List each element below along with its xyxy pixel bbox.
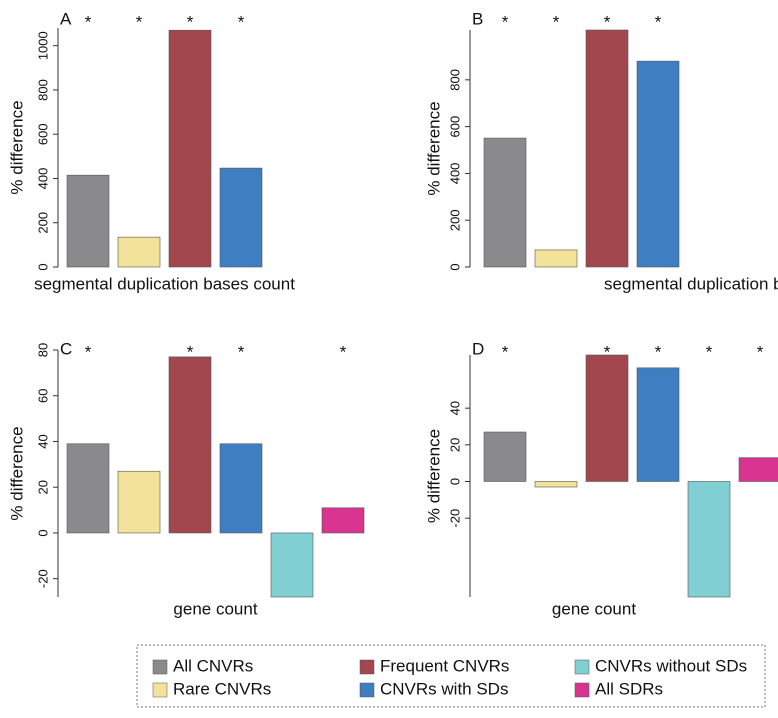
significance-marker: * [604, 12, 611, 31]
legend-swatch [359, 659, 375, 675]
bar [483, 137, 527, 268]
significance-marker: * [238, 12, 245, 31]
y-tick-label: 600 [35, 123, 50, 145]
bar [534, 481, 578, 488]
significance-marker: * [136, 12, 143, 31]
y-tick-label: 200 [447, 209, 462, 231]
significance-marker: * [85, 342, 92, 361]
y-axis-label: % difference [7, 426, 26, 520]
y-tick-label: 600 [447, 116, 462, 138]
bar [534, 249, 578, 268]
bar [117, 470, 161, 534]
panel-label: A [60, 9, 72, 28]
y-tick-label: 400 [447, 163, 462, 185]
legend-swatch [574, 659, 590, 675]
y-tick-label: 60 [35, 389, 50, 403]
panel-label: B [472, 9, 483, 28]
y-tick-label: 40 [447, 401, 462, 415]
bar [117, 236, 161, 268]
legend-box [136, 644, 766, 708]
significance-marker: * [655, 12, 662, 31]
y-tick-label: 20 [35, 480, 50, 494]
y-tick-label: 0 [35, 263, 50, 270]
y-tick-label: 80 [35, 343, 50, 357]
bar [66, 443, 110, 534]
significance-marker: * [655, 342, 662, 361]
panel-label: C [60, 339, 72, 358]
x-axis-label: segmental duplication bases count [604, 274, 778, 293]
y-axis-label: % difference [424, 101, 443, 195]
y-tick-label: 0 [447, 478, 462, 485]
legend-label: CNVRs without SDs [595, 656, 747, 675]
panel-label: D [472, 339, 484, 358]
significance-marker: * [757, 342, 764, 361]
significance-marker: * [85, 12, 92, 31]
bar [168, 356, 212, 534]
significance-marker: * [553, 12, 560, 31]
y-tick-label: 0 [447, 263, 462, 270]
x-axis-label: gene count [173, 599, 257, 618]
y-tick-label: 40 [35, 434, 50, 448]
legend-label: Frequent CNVRs [380, 656, 509, 675]
significance-marker: * [187, 12, 194, 31]
bar [687, 481, 731, 598]
y-axis-label: % difference [7, 100, 26, 194]
bar [636, 60, 680, 268]
bar [585, 354, 629, 482]
bar [219, 443, 263, 534]
significance-marker: * [238, 342, 245, 361]
legend-swatch [574, 682, 590, 698]
significance-marker: * [502, 12, 509, 31]
legend-label: Rare CNVRs [173, 679, 271, 698]
y-tick-label: -20 [447, 509, 462, 528]
bar [738, 457, 778, 482]
x-axis-label: segmental duplication bases count [34, 274, 295, 293]
legend-label: All SDRs [595, 679, 663, 698]
legend-swatch [152, 659, 168, 675]
bar [66, 174, 110, 268]
bar [321, 507, 365, 534]
y-tick-label: 20 [447, 438, 462, 452]
y-axis-label: % difference [424, 429, 443, 523]
y-tick-label: 400 [35, 168, 50, 190]
bar [585, 29, 629, 268]
significance-marker: * [187, 342, 194, 361]
significance-marker: * [604, 342, 611, 361]
y-tick-label: 800 [35, 79, 50, 101]
y-tick-label: 800 [447, 69, 462, 91]
legend-label: All CNVRs [173, 656, 253, 675]
y-tick-label: -20 [35, 569, 50, 588]
legend-swatch [359, 682, 375, 698]
bar [636, 367, 680, 482]
significance-marker: * [340, 342, 347, 361]
bar [270, 532, 314, 598]
legend-swatch [152, 682, 168, 698]
y-tick-label: 1000 [35, 31, 50, 60]
y-tick-label: 200 [35, 212, 50, 234]
bar [168, 29, 212, 268]
bar [219, 167, 263, 268]
significance-marker: * [502, 342, 509, 361]
bar [483, 431, 527, 482]
x-axis-label: gene count [552, 599, 636, 618]
significance-marker: * [706, 342, 713, 361]
y-tick-label: 0 [35, 529, 50, 536]
legend-label: CNVRs with SDs [380, 679, 508, 698]
